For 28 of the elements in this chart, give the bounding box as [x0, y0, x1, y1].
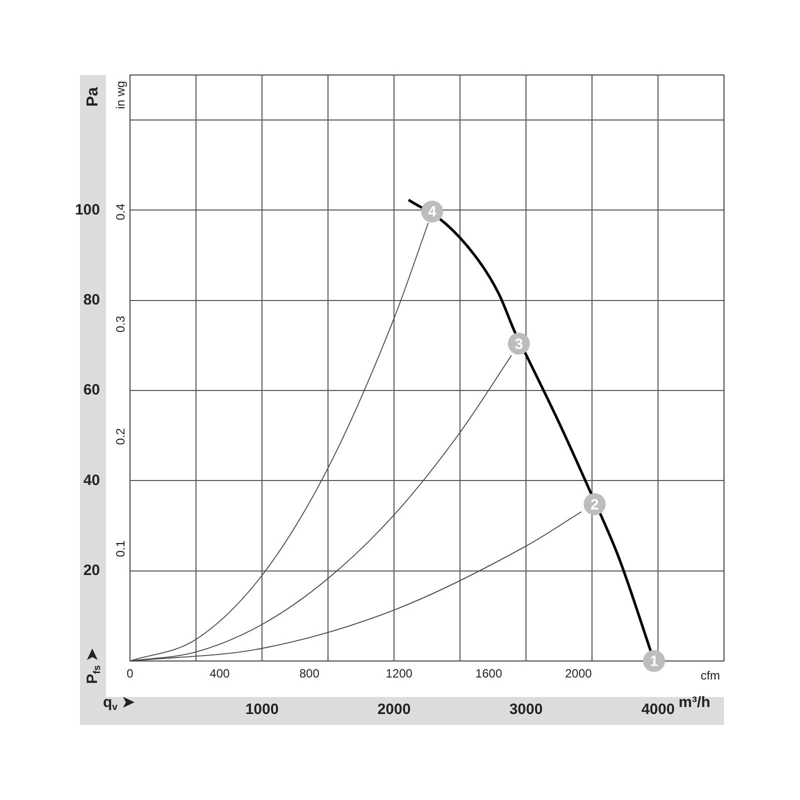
x2-tick-label: 2000	[565, 666, 592, 681]
x-tick-label: 2000	[377, 701, 411, 718]
x2-tick-label: 800	[299, 666, 320, 681]
y-tick-label: 100	[74, 201, 100, 218]
x2-tick-label: 400	[210, 666, 230, 681]
y2-tick-label: 0.1	[113, 540, 128, 558]
annotation: 2	[590, 496, 599, 514]
y2-tick-label: 0.4	[113, 203, 128, 220]
y-tick-label: 20	[83, 562, 100, 579]
annotation: 4	[428, 204, 437, 221]
annotation: 3	[514, 336, 524, 353]
y-tick-label: 40	[83, 472, 100, 489]
y-axis-title: Pa	[84, 87, 102, 107]
y2-axis-title: in wg	[113, 80, 128, 110]
y2-tick-label: 0.2	[113, 428, 128, 445]
y-tick-label: 80	[83, 292, 100, 309]
x-axis-title: m³/h	[678, 694, 710, 712]
text: Pfs ➤	[84, 648, 104, 684]
annotation: 1	[650, 653, 658, 670]
x2-tick-label: 1600	[475, 666, 502, 681]
y2-tick-label: 0.3	[113, 316, 128, 333]
x2-tick-label: 0	[126, 666, 134, 681]
x-tick-label: 1000	[245, 701, 279, 718]
x2-tick-label: 1200	[386, 666, 413, 681]
y-tick-label: 60	[83, 382, 100, 399]
x-tick-label: 3000	[509, 701, 543, 718]
x-tick-label: 4000	[641, 701, 675, 718]
x2-axis-title: cfm	[700, 668, 720, 682]
